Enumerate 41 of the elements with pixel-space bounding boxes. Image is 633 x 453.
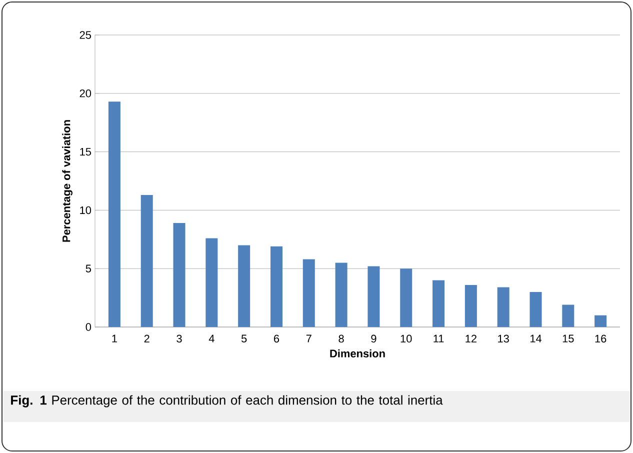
y-axis-title: Percentage of vaviation: [62, 120, 72, 242]
bar: [594, 315, 607, 327]
x-tick-label: 8: [338, 334, 344, 343]
bar: [497, 287, 510, 327]
bar: [302, 259, 315, 327]
y-tick-label: 20: [80, 90, 92, 98]
y-tick-label: 15: [80, 148, 92, 156]
x-tick-label: 13: [498, 334, 509, 343]
x-tick-label: 7: [306, 334, 312, 342]
y-tick-label: 5: [86, 264, 92, 272]
x-tick-label: 3: [176, 334, 182, 343]
x-tick-label: 12: [466, 334, 476, 342]
x-tick-label: 11: [434, 334, 444, 342]
bar: [562, 304, 574, 327]
x-tick-label: 5: [241, 334, 247, 342]
bar: [400, 268, 412, 327]
bar: [173, 223, 186, 327]
bar: [140, 195, 153, 327]
x-axis-title: Dimension: [330, 349, 385, 358]
y-tick-label: 25: [80, 31, 92, 39]
x-tick-label: 2: [144, 334, 150, 342]
bar: [464, 284, 477, 327]
x-tick-label: 1: [112, 334, 117, 342]
y-tick-label: 10: [80, 206, 92, 214]
bar: [238, 245, 250, 327]
bar: [530, 292, 542, 327]
x-tick-label: 6: [274, 334, 280, 343]
y-tick-label: 0: [86, 323, 92, 331]
bar: [108, 102, 120, 327]
x-tick-label: 9: [371, 334, 376, 343]
bar: [432, 280, 445, 327]
bar: [270, 246, 282, 327]
x-tick-label: 16: [595, 334, 606, 343]
x-tick-label: 10: [400, 334, 412, 343]
x-tick-label: 14: [530, 334, 542, 342]
x-tick-label: 4: [208, 334, 214, 342]
bar: [206, 238, 218, 327]
bar: [335, 262, 348, 327]
text: Fig. 1 Percentage of the contribution of each dimension to the total inertia: [11, 395, 443, 408]
x-tick-label: 15: [562, 334, 574, 342]
bar: [368, 266, 380, 327]
